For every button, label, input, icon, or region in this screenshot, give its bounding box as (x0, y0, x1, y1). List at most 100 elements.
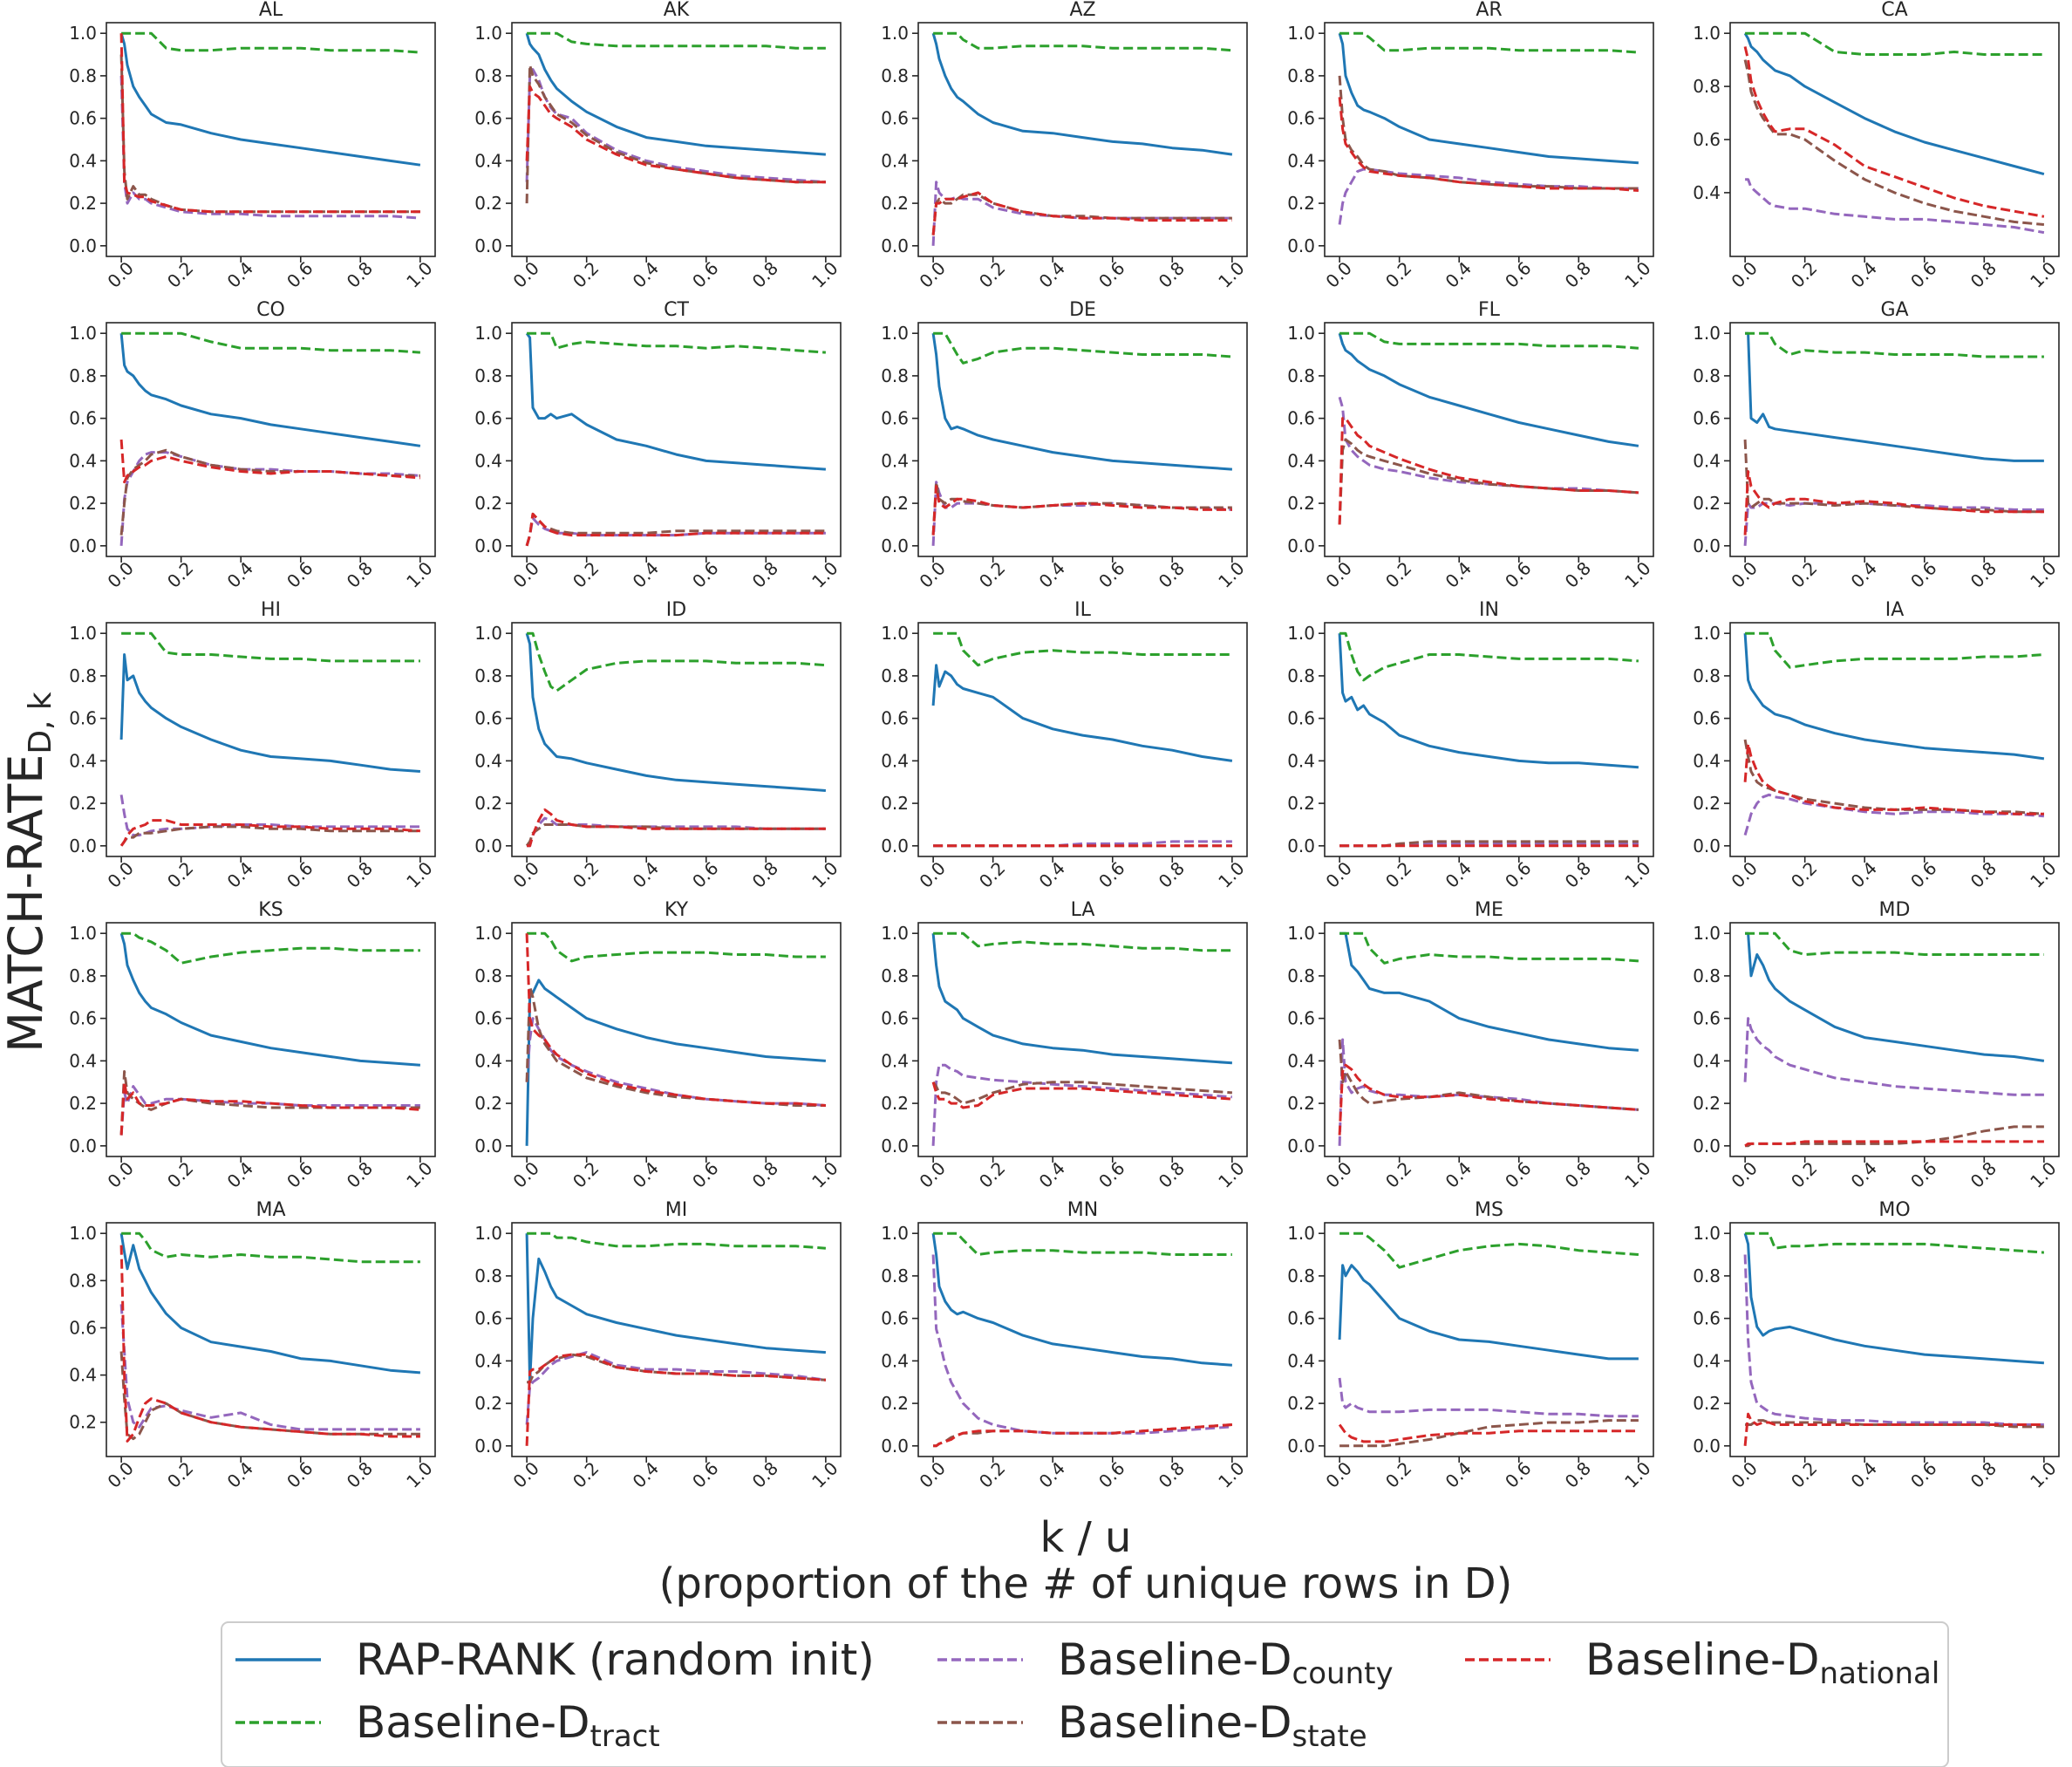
y-tick-label: 0.2 (881, 193, 909, 214)
y-tick-label: 0.2 (69, 193, 97, 214)
y-tick-label: 0.8 (1287, 365, 1315, 386)
y-tick-label: 0.8 (1693, 1266, 1721, 1286)
panel-co: CO 0.0 0.2 0.4 0.6 0.8 1.0 0.0 0.2 0.4 0.6 0.8 1.0 (69, 299, 436, 592)
y-tick-label: 1.0 (1287, 923, 1315, 944)
panel-de: DE 0.0 0.2 0.4 0.6 0.8 1.0 0.0 0.2 0.4 0.6 0.8 1.0 (881, 299, 1248, 592)
series-line-ky-national (525, 933, 827, 1107)
panel-title: ID (666, 599, 686, 621)
series-line-id-national (527, 808, 826, 848)
y-tick-label: 1.0 (474, 1223, 502, 1244)
y-tick-label: 0.4 (474, 750, 502, 771)
series-line-al-county (119, 75, 421, 220)
series-line-fl-tract (1339, 331, 1639, 350)
x-tick-label: 0.6 (688, 857, 722, 891)
panel-title: MA (256, 1199, 285, 1221)
x-tick-label: 1.0 (1620, 557, 1654, 591)
y-tick-label: 0.4 (1287, 1050, 1315, 1071)
y-tick-label: 1.0 (69, 323, 97, 344)
y-tick-label: 0.4 (881, 150, 909, 171)
x-tick-label: 1.0 (808, 857, 842, 891)
panel-title: CT (664, 299, 689, 321)
series-line-az-tract (933, 31, 1233, 52)
x-tick-label: 0.0 (103, 857, 137, 891)
x-tick-label: 0.4 (223, 257, 257, 291)
legend-label: Baseline-Dcounty (1058, 1634, 1394, 1691)
x-tick-label: 0.4 (223, 557, 257, 591)
x-tick-label: 0.2 (1787, 857, 1821, 891)
panel-title: IA (1885, 599, 1905, 621)
x-tick-label: 0.8 (748, 257, 782, 291)
x-tick-label: 0.0 (103, 1157, 137, 1191)
series-line-ar-state (1338, 75, 1639, 190)
series-line-mi-county (525, 1351, 827, 1425)
series-line-fl-county (1338, 396, 1639, 495)
y-tick-label: 0.8 (69, 665, 97, 686)
x-tick-label: 1.0 (2026, 257, 2060, 291)
series-line-az-rap (931, 32, 1233, 156)
x-tick-label: 0.2 (1381, 557, 1415, 591)
y-tick-label: 0.4 (69, 150, 97, 171)
series-line-in-rap (1338, 633, 1639, 769)
y-tick-label: 0.8 (881, 65, 909, 86)
x-tick-label: 0.0 (1727, 1457, 1761, 1491)
series-line-ca-state (1743, 59, 2045, 226)
y-tick-label: 0.8 (474, 965, 502, 986)
series-line-az-state (931, 193, 1232, 235)
y-tick-label: 0.6 (1693, 1308, 1721, 1329)
series-line-co-tract (121, 331, 421, 354)
x-tick-label: 1.0 (2026, 1157, 2060, 1191)
x-tick-label: 0.0 (915, 857, 949, 891)
y-tick-label: 0.2 (69, 1093, 97, 1114)
series-line-ky-rap (525, 979, 827, 1146)
series-line-ma-rap (119, 1232, 421, 1375)
x-tick-label: 0.6 (1501, 1457, 1535, 1491)
y-tick-label: 0.0 (1693, 836, 1721, 856)
series-line-al-tract (121, 31, 421, 54)
series-line-ks-national (119, 1081, 421, 1136)
y-tick-label: 0.0 (1693, 1136, 1721, 1156)
y-tick-label: 0.8 (1287, 65, 1315, 86)
y-tick-label: 0.6 (1287, 408, 1315, 429)
x-tick-label: 1.0 (2026, 1457, 2060, 1491)
x-tick-label: 0.4 (629, 857, 663, 891)
series-line-ga-rap (1745, 331, 2044, 462)
y-tick-label: 0.8 (1693, 965, 1721, 986)
x-tick-label: 0.8 (1966, 257, 2000, 291)
x-tick-label: 0.6 (1906, 1457, 1940, 1491)
x-tick-label: 0.6 (1906, 1157, 1940, 1191)
y-tick-label: 0.2 (69, 493, 97, 514)
panel-title: CA (1881, 0, 1907, 21)
series-line-mo-tract (1745, 1231, 2045, 1254)
panel-ca: CA 0.4 0.6 0.8 1.0 0.0 0.2 0.4 0.6 0.8 1.0 (1693, 0, 2060, 292)
x-tick-label: 0.8 (1966, 1457, 2000, 1491)
panel-title: AZ (1069, 0, 1095, 21)
series-line-ky-county (525, 1017, 827, 1107)
series-line-fl-rap (1338, 332, 1639, 447)
panel-frame (511, 922, 842, 1157)
y-tick-label: 0.6 (1287, 1308, 1315, 1329)
y-tick-label: 0.6 (1287, 108, 1315, 129)
x-tick-label: 0.6 (1094, 257, 1128, 291)
x-tick-label: 0.0 (508, 257, 542, 291)
panel-frame (106, 622, 436, 857)
panel-fl: FL 0.0 0.2 0.4 0.6 0.8 1.0 0.0 0.2 0.4 0.6 0.8 1.0 (1287, 299, 1654, 592)
panel-az: AZ 0.0 0.2 0.4 0.6 0.8 1.0 0.0 0.2 0.4 0.6 0.8 1.0 (881, 0, 1248, 292)
y-tick-label: 0.8 (881, 365, 909, 386)
y-tick-label: 1.0 (881, 23, 909, 44)
x-tick-label: 0.4 (1035, 1457, 1069, 1491)
x-tick-label: 0.6 (283, 1457, 317, 1491)
y-tick-label: 0.4 (1693, 1050, 1721, 1071)
series-line-ky-tract (527, 931, 826, 963)
x-tick-label: 0.0 (1727, 557, 1761, 591)
panel-frame (1324, 922, 1654, 1157)
y-tick-label: 0.4 (69, 450, 97, 471)
y-tick-label: 0.2 (474, 793, 502, 814)
x-tick-label: 0.0 (915, 1157, 949, 1191)
x-tick-label: 1.0 (808, 1457, 842, 1491)
series-line-la-national (931, 1081, 1233, 1109)
panels-grid: AL0.00.20.40.60.81.00.0 0.2 0.4 0.6 0.8 1.0AK… (69, 0, 2060, 1492)
series-line-in-state (1339, 840, 1639, 848)
y-tick-label: 0.0 (69, 1136, 97, 1156)
panel-frame (1324, 622, 1654, 857)
panel-title: MD (1879, 899, 1911, 921)
